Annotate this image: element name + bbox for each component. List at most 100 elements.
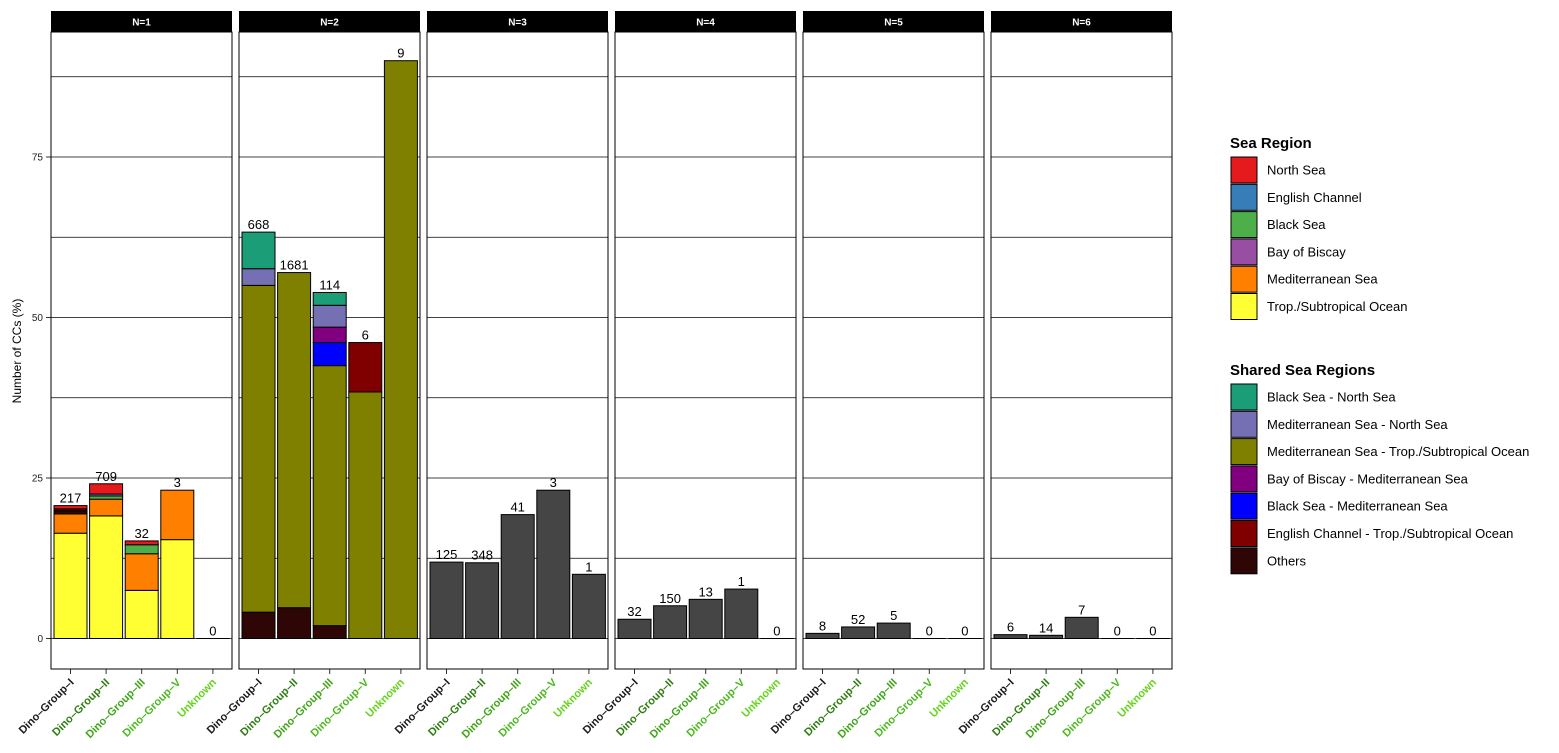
panel-border bbox=[802, 31, 985, 670]
legend-title: Sea Region bbox=[1230, 135, 1312, 152]
bar-3: 5 bbox=[876, 608, 911, 639]
legend-label: Mediterranean Sea bbox=[1267, 272, 1378, 287]
bar-segment bbox=[160, 539, 195, 640]
facet-strip bbox=[615, 11, 796, 32]
bar-count-label: 125 bbox=[436, 547, 458, 562]
x-tick-label: Unknown bbox=[1116, 676, 1160, 720]
bar-segment bbox=[277, 272, 312, 609]
facet-strip-label: N=5 bbox=[884, 18, 903, 29]
bar-count-label: 0 bbox=[961, 624, 968, 639]
legend-label: Black Sea - North Sea bbox=[1267, 390, 1396, 405]
bar-segment bbox=[160, 489, 195, 541]
legend-swatch bbox=[1230, 465, 1258, 493]
bar-segment bbox=[312, 304, 347, 328]
bar-4: 0 bbox=[1100, 624, 1134, 639]
legend-item: Black Sea - North Sea bbox=[1230, 383, 1396, 411]
bar-count-label: 6 bbox=[1007, 620, 1014, 635]
bar-segment bbox=[241, 611, 276, 639]
legend-label: Bay of Biscay bbox=[1267, 244, 1346, 259]
bar-4: 6 bbox=[348, 328, 383, 639]
bar-count-label: 52 bbox=[851, 612, 865, 627]
legend-item: Trop./Subtropical Ocean bbox=[1230, 293, 1407, 320]
legend-swatch bbox=[1230, 410, 1258, 438]
bar-2: 14 bbox=[1029, 620, 1064, 639]
bar-segment bbox=[241, 268, 276, 286]
legend-item: Others bbox=[1230, 547, 1307, 575]
bar-2: 1681 bbox=[277, 258, 312, 640]
bar-segment bbox=[124, 544, 159, 555]
bar-count-label: 3 bbox=[174, 475, 181, 490]
bar-count-label: 9 bbox=[397, 46, 404, 61]
legend-label: Others bbox=[1267, 553, 1307, 568]
x-tick-label: Unknown bbox=[176, 676, 220, 720]
bar-segment bbox=[500, 514, 535, 639]
bar-count-label: 114 bbox=[319, 277, 340, 292]
bar-5: 0 bbox=[196, 624, 230, 639]
bar-segment bbox=[89, 515, 124, 639]
bar-segment bbox=[841, 626, 876, 639]
y-tick-label: 75 bbox=[32, 153, 44, 164]
legend-item: North Sea bbox=[1230, 156, 1326, 184]
bar-segment bbox=[383, 60, 418, 639]
panel-border bbox=[50, 31, 233, 670]
bar-segment bbox=[124, 589, 159, 639]
facet-strip bbox=[51, 11, 232, 32]
bar-segment bbox=[53, 532, 88, 639]
x-tick-label: Unknown bbox=[928, 676, 972, 720]
legend-label: North Sea bbox=[1267, 163, 1326, 178]
legend-item: English Channel bbox=[1230, 183, 1362, 211]
legend: Sea Region North Sea English Channel Black … bbox=[1230, 135, 1529, 575]
bar-5: 0 bbox=[760, 624, 794, 639]
facet-strip-label: N=2 bbox=[320, 18, 339, 29]
bar-segment bbox=[312, 291, 347, 306]
facet-strip-label: N=6 bbox=[1072, 18, 1091, 29]
bar-count-label: 217 bbox=[60, 491, 82, 506]
facet-strip bbox=[991, 11, 1172, 32]
legend-group-1: Sea Region North Sea English Channel Black … bbox=[1230, 135, 1407, 320]
bar-segment bbox=[653, 605, 688, 639]
bar-segment bbox=[312, 342, 347, 367]
panel-border bbox=[990, 31, 1173, 670]
y-axis: 0 25 50 75 bbox=[32, 153, 51, 645]
legend-item: Bay of Biscay - Mediterranean Sea bbox=[1230, 465, 1469, 493]
bar-segment bbox=[241, 231, 276, 270]
bar-3: 13 bbox=[688, 584, 723, 640]
panel-border bbox=[614, 31, 797, 670]
legend-item: English Channel - Trop./Subtropical Ocea… bbox=[1230, 520, 1513, 547]
legend-item: Black Sea bbox=[1230, 211, 1326, 239]
legend-swatch bbox=[1230, 492, 1258, 520]
bar-count-label: 0 bbox=[1114, 624, 1121, 639]
bar-count-label: 0 bbox=[1149, 624, 1156, 639]
bar-segment bbox=[348, 391, 383, 639]
bar-3: 114 bbox=[312, 277, 347, 639]
bar-count-label: 7 bbox=[1078, 602, 1085, 617]
bar-segment bbox=[876, 622, 911, 639]
chart-panels: N=1217Dino–Group–I709Dino–Group–II32Dino… bbox=[17, 11, 1173, 741]
legend-swatch bbox=[1230, 265, 1258, 293]
legend-label: Black Sea - Mediterranean Sea bbox=[1267, 499, 1448, 514]
bar-count-label: 1681 bbox=[280, 258, 309, 273]
bar-4: 0 bbox=[912, 624, 946, 639]
panel-n1: N=1217Dino–Group–I709Dino–Group–II32Dino… bbox=[17, 11, 233, 741]
legend-label: Black Sea bbox=[1267, 217, 1326, 232]
bar-count-label: 5 bbox=[890, 608, 897, 623]
bar-count-label: 1 bbox=[585, 559, 592, 574]
bar-5: 0 bbox=[948, 624, 982, 639]
bar-segment bbox=[312, 365, 347, 627]
panel-background bbox=[991, 32, 1172, 669]
bar-segment bbox=[805, 632, 840, 640]
y-tick-label: 25 bbox=[32, 474, 44, 485]
x-tick-label: Unknown bbox=[740, 676, 784, 720]
bar-segment bbox=[429, 561, 464, 639]
bar-segment bbox=[1029, 634, 1064, 639]
bar-3: 7 bbox=[1064, 602, 1099, 640]
facet-strip-label: N=4 bbox=[696, 18, 715, 29]
legend-item: Bay of Biscay bbox=[1230, 238, 1346, 266]
legend-item: Mediterranean Sea bbox=[1230, 265, 1378, 293]
facet-strip-label: N=3 bbox=[508, 18, 527, 29]
legend-label: Trop./Subtropical Ocean bbox=[1267, 299, 1407, 314]
legend-label: English Channel - Trop./Subtropical Ocea… bbox=[1267, 526, 1513, 541]
bar-2: 709 bbox=[89, 469, 124, 639]
bar-count-label: 14 bbox=[1039, 620, 1053, 635]
